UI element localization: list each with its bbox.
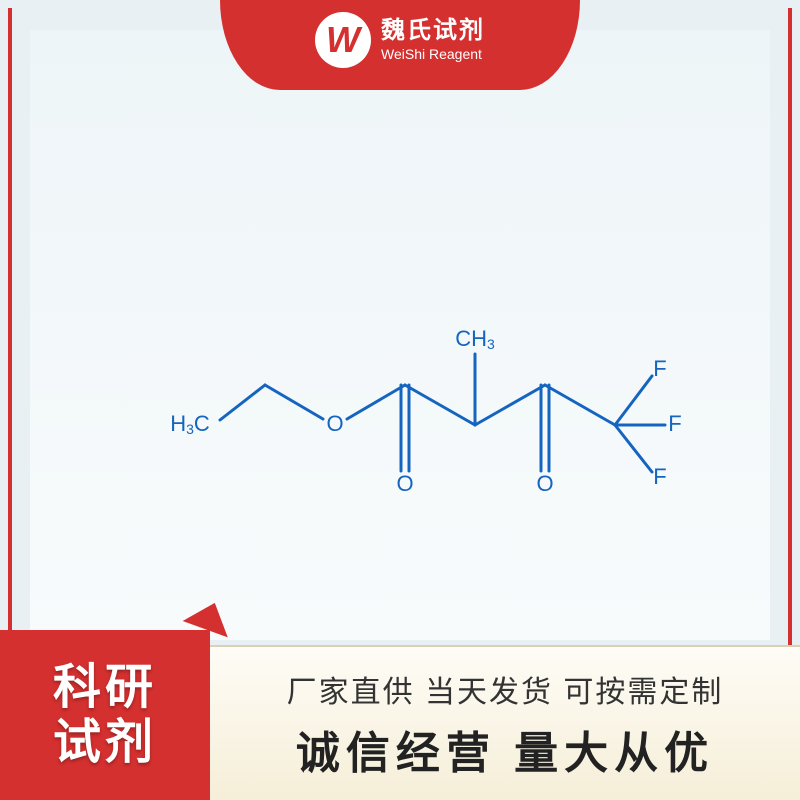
- svg-text:F: F: [668, 411, 681, 436]
- logo-circle: W: [315, 12, 371, 68]
- svg-text:O: O: [536, 471, 553, 496]
- logo-letter: W: [326, 19, 360, 61]
- brand-name-cn: 魏氏试剂: [381, 17, 485, 46]
- svg-text:F: F: [653, 356, 666, 381]
- brand-text: 魏氏试剂 WeiShi Reagent: [381, 17, 485, 63]
- header-banner: W 魏氏试剂 WeiShi Reagent: [0, 0, 800, 110]
- category-badge: 科研 试剂: [0, 630, 210, 800]
- brand-banner: W 魏氏试剂 WeiShi Reagent: [220, 0, 580, 90]
- promo-strip: 厂家直供 当天发货 可按需定制 诚信经营 量大从优: [210, 645, 800, 800]
- content-panel: H3C O CH3 F F F O O: [30, 30, 770, 640]
- svg-text:O: O: [396, 471, 413, 496]
- svg-text:O: O: [326, 411, 343, 436]
- svg-text:F: F: [653, 464, 666, 489]
- badge-line2: 试剂: [53, 715, 157, 770]
- svg-text:CH3: CH3: [455, 330, 495, 352]
- badge-line1: 科研: [53, 660, 157, 715]
- molecule-diagram: H3C O CH3 F F F O O: [170, 330, 690, 530]
- brand-name-en: WeiShi Reagent: [381, 46, 485, 63]
- product-card: H3C O CH3 F F F O O W 魏氏试剂 WeiShi Reagent 科研 试剂…: [0, 0, 800, 800]
- promo-line2: 诚信经营 量大从优: [296, 717, 714, 781]
- promo-line1: 厂家直供 当天发货 可按需定制: [287, 667, 724, 711]
- molecule-svg: H3C O CH3 F F F O O: [170, 330, 690, 530]
- svg-text:H3C: H3C: [170, 411, 210, 437]
